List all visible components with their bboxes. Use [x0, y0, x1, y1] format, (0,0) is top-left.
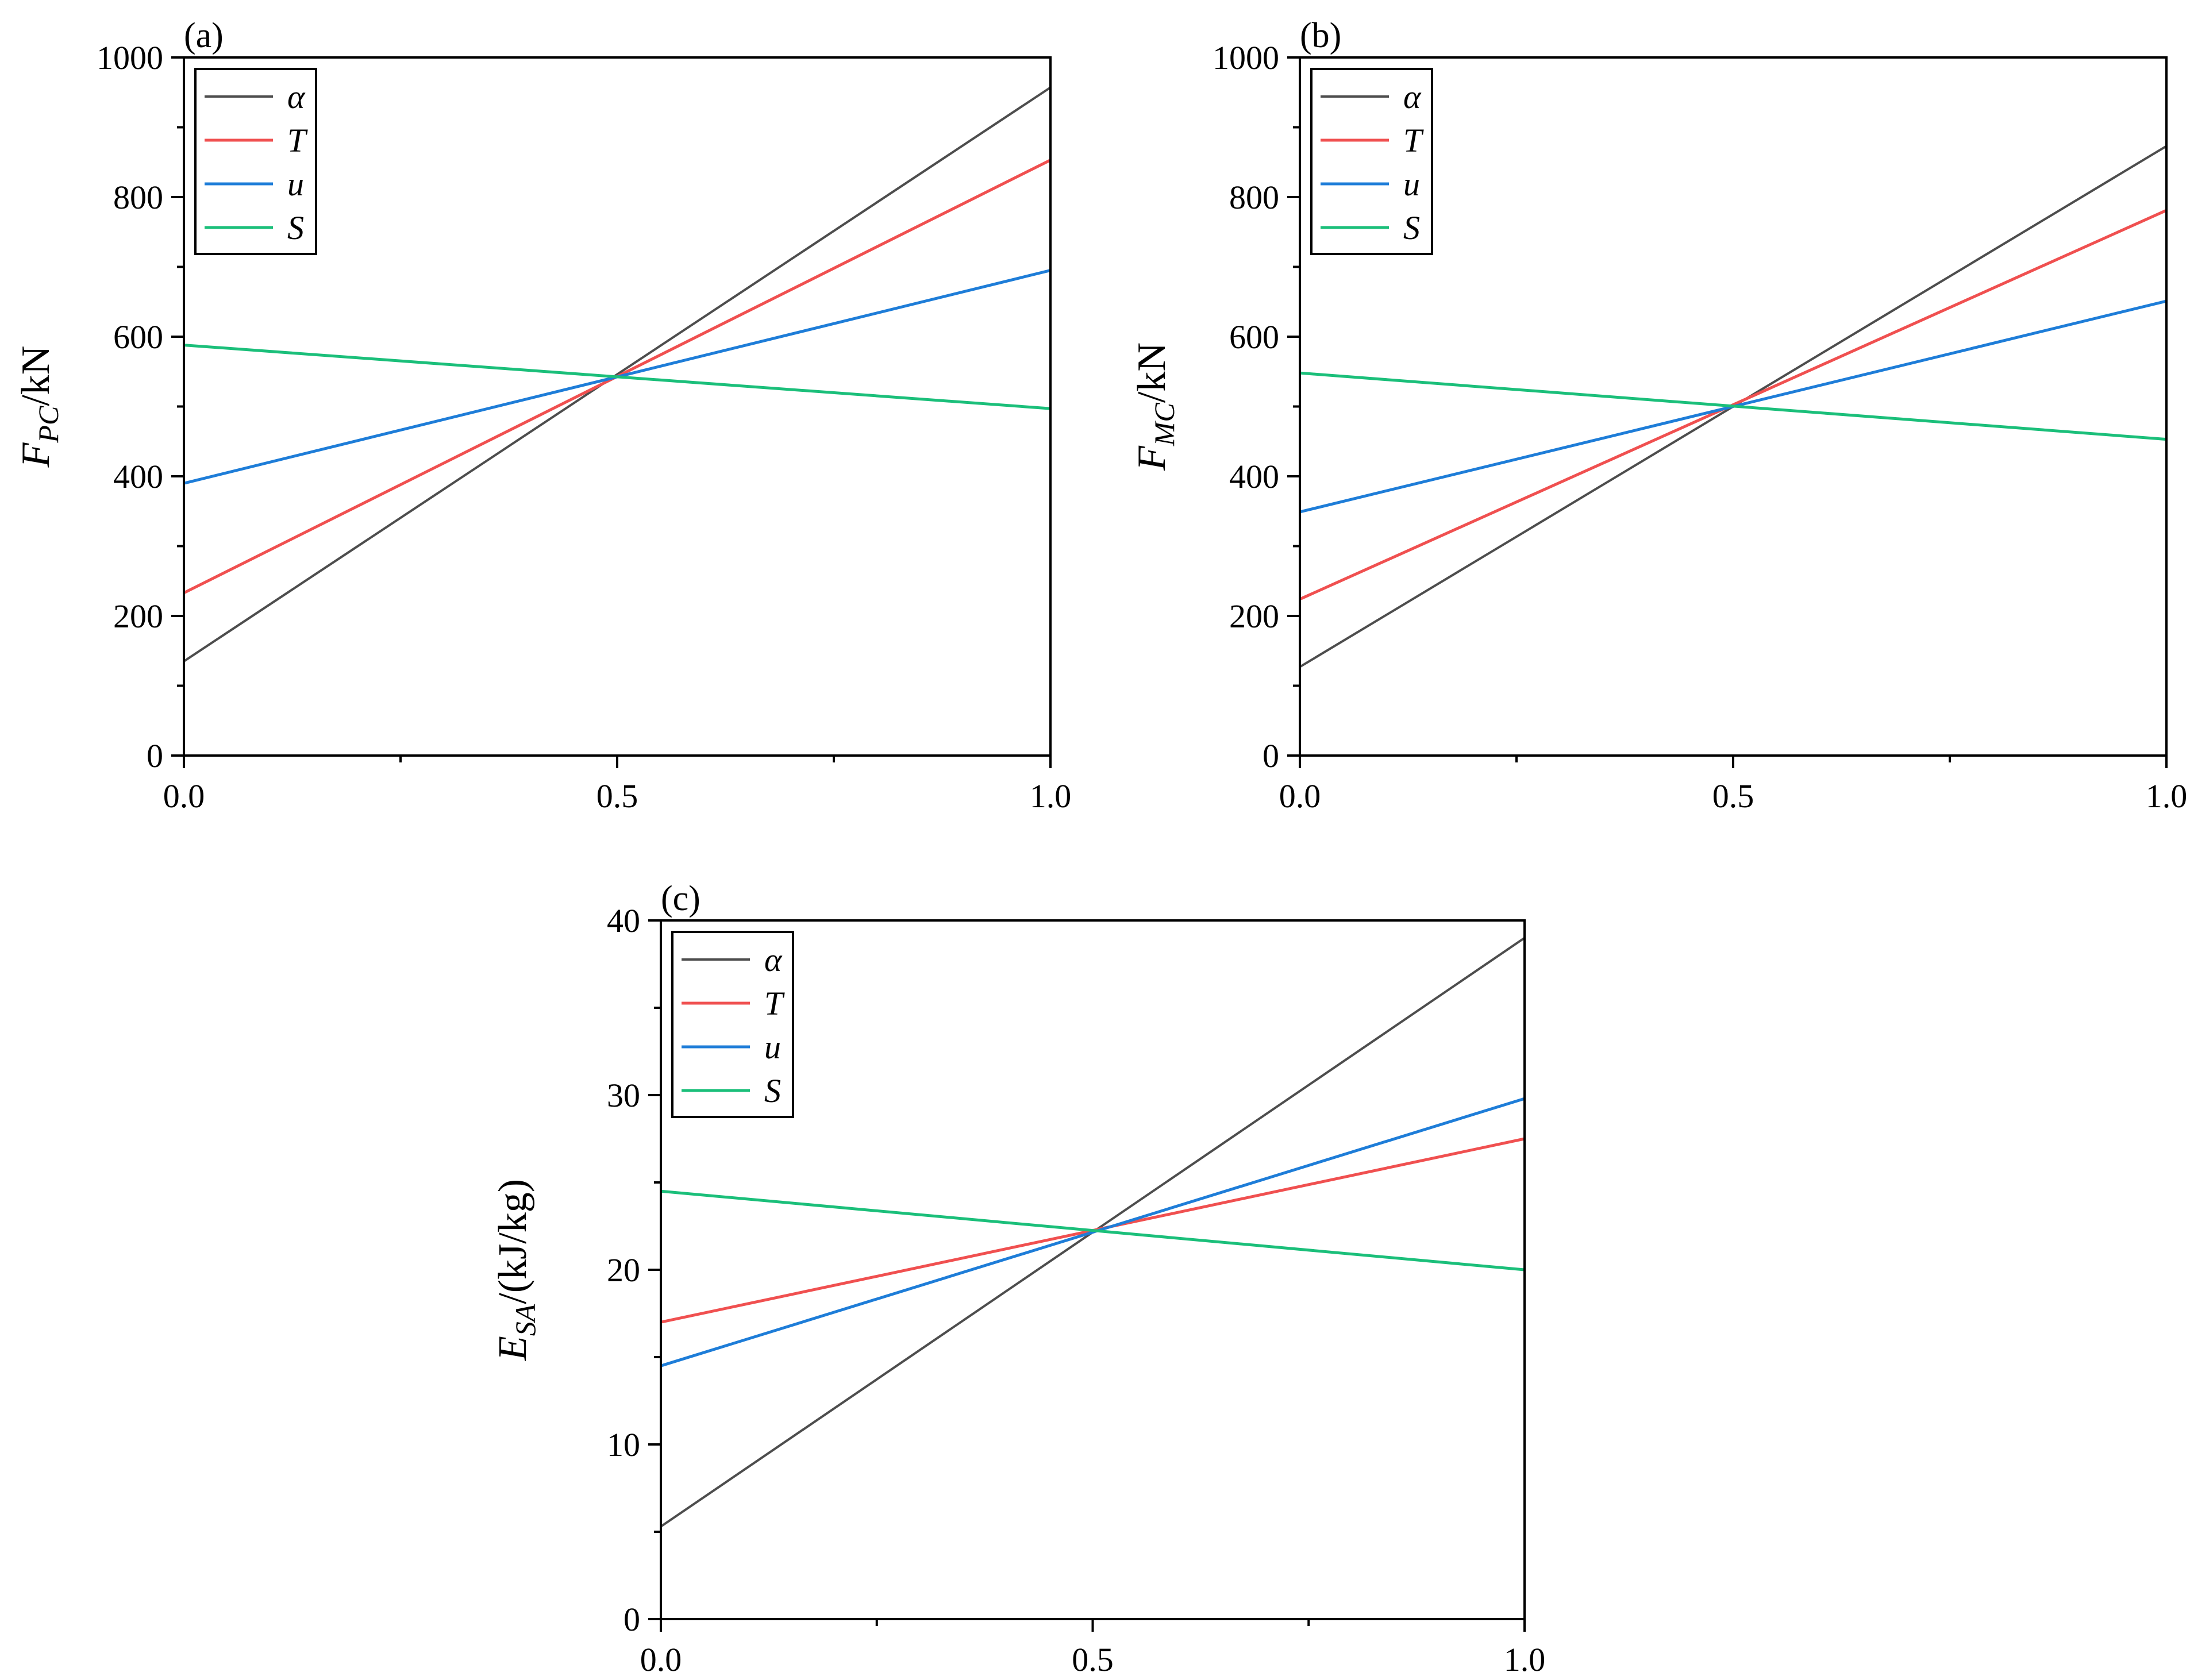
y-tick-label: 40 — [607, 902, 640, 939]
y-axis-label: ESA/(kJ/kg) — [491, 1179, 541, 1361]
y-axis-label-symbol: F — [14, 442, 58, 468]
legend-label-0: α — [764, 941, 783, 978]
series-line-0 — [183, 86, 1052, 662]
y-tick-label: 200 — [113, 598, 163, 635]
y-tick-label: 1000 — [97, 39, 163, 76]
y-tick-label: 1000 — [1213, 39, 1279, 76]
y-tick-label: 0 — [1263, 737, 1279, 775]
legend-label-1: T — [1403, 122, 1424, 159]
x-tick-label: 0.0 — [163, 777, 205, 815]
y-axis-label-symbol: F — [1130, 445, 1174, 471]
legend-box — [194, 68, 317, 255]
series-line-2 — [660, 1097, 1525, 1367]
x-tick-label: 0.5 — [1072, 1641, 1114, 1677]
legend-label-1: T — [287, 122, 308, 159]
y-tick-label: 600 — [113, 318, 163, 356]
y-tick-label: 30 — [607, 1077, 640, 1114]
y-tick-label: 0 — [623, 1601, 640, 1638]
legend-label-2: u — [287, 165, 304, 203]
panel-label: (a) — [184, 16, 224, 55]
x-tick-label: 1.0 — [2146, 777, 2188, 815]
x-tick-label: 1.0 — [1504, 1641, 1546, 1677]
y-axis-label-subscript: MC — [1148, 402, 1180, 446]
legend-label-1: T — [764, 985, 785, 1022]
y-tick-label: 600 — [1229, 318, 1279, 356]
y-tick-label: 20 — [607, 1251, 640, 1289]
panel-label: (b) — [1300, 16, 1341, 55]
legend-label-3: S — [287, 209, 304, 246]
panel-label: (c) — [661, 879, 701, 918]
y-axis-label-unit: /(kJ/kg) — [491, 1179, 535, 1304]
y-tick-label: 400 — [1229, 458, 1279, 495]
legend-label-0: α — [1403, 78, 1422, 115]
legend-box — [1310, 68, 1433, 255]
legend-label-3: S — [764, 1072, 781, 1109]
y-tick-label: 200 — [1229, 598, 1279, 635]
x-tick-label: 0.5 — [1712, 777, 1754, 815]
y-tick-label: 400 — [113, 458, 163, 495]
legend-label-3: S — [1403, 209, 1420, 246]
x-tick-label: 0.0 — [640, 1641, 682, 1677]
y-tick-label: 800 — [113, 179, 163, 216]
y-axis-label: FMC/kN — [1130, 342, 1180, 471]
series-line-3 — [660, 1189, 1525, 1271]
legend-label-0: α — [287, 78, 306, 115]
x-tick-label: 0.0 — [1279, 777, 1321, 815]
y-axis-label-unit: /kN — [1130, 342, 1174, 403]
x-tick-label: 1.0 — [1030, 777, 1072, 815]
y-axis-label-subscript: SA — [509, 1304, 541, 1336]
series-line-3 — [183, 344, 1051, 410]
y-axis-label-symbol: E — [491, 1336, 535, 1361]
legend-box — [671, 931, 794, 1118]
y-axis-label-subscript: PC — [32, 406, 64, 444]
y-tick-label: 0 — [147, 737, 163, 775]
y-tick-label: 10 — [607, 1426, 640, 1463]
legend-label-2: u — [764, 1028, 781, 1066]
y-axis-label: FPC/kN — [14, 346, 64, 468]
y-axis-label-unit: /kN — [14, 346, 58, 406]
legend-label-2: u — [1403, 165, 1420, 203]
x-tick-label: 0.5 — [596, 777, 638, 815]
y-tick-label: 800 — [1229, 179, 1279, 216]
series-line-3 — [1299, 371, 2167, 441]
